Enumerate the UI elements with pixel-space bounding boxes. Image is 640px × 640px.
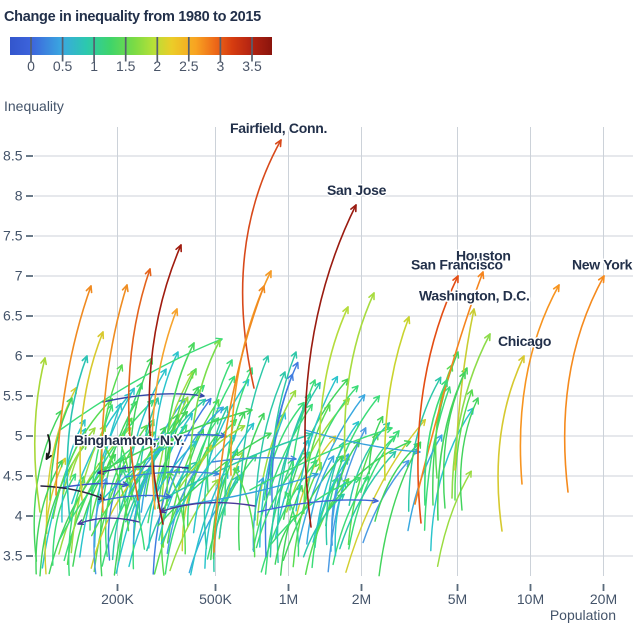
svg-text:4.5: 4.5 <box>3 468 23 484</box>
svg-text:4: 4 <box>15 508 23 524</box>
svg-text:Washington, D.C.: Washington, D.C. <box>419 288 530 304</box>
svg-text:5M: 5M <box>448 591 467 607</box>
svg-text:Inequality: Inequality <box>4 98 64 114</box>
svg-text:Fairfield, Conn.: Fairfield, Conn. <box>230 120 327 136</box>
svg-text:5: 5 <box>15 428 23 444</box>
svg-text:6: 6 <box>15 348 23 364</box>
svg-text:0: 0 <box>27 58 35 74</box>
svg-text:1M: 1M <box>279 591 298 607</box>
svg-text:Population: Population <box>550 607 616 623</box>
svg-text:3.5: 3.5 <box>242 58 262 74</box>
svg-text:Change in inequality from 1980: Change in inequality from 1980 to 2015 <box>4 9 261 25</box>
svg-text:8: 8 <box>15 188 23 204</box>
svg-text:10M: 10M <box>517 591 544 607</box>
svg-text:Binghamton, N.Y.: Binghamton, N.Y. <box>74 432 184 448</box>
svg-text:San Francisco: San Francisco <box>411 257 503 273</box>
svg-text:7.5: 7.5 <box>3 228 23 244</box>
svg-text:500K: 500K <box>199 591 232 607</box>
svg-text:San Jose: San Jose <box>327 182 387 198</box>
svg-text:3.5: 3.5 <box>3 548 23 564</box>
svg-text:2M: 2M <box>352 591 371 607</box>
svg-text:1: 1 <box>90 58 98 74</box>
svg-text:Chicago: Chicago <box>498 333 551 349</box>
svg-text:New York: New York <box>572 257 633 273</box>
svg-text:3: 3 <box>217 58 225 74</box>
svg-text:20M: 20M <box>590 591 617 607</box>
svg-text:2.5: 2.5 <box>179 58 199 74</box>
svg-text:6.5: 6.5 <box>3 308 23 324</box>
svg-text:Houston: Houston <box>456 248 511 264</box>
svg-text:200K: 200K <box>101 591 134 607</box>
svg-text:0.5: 0.5 <box>53 58 73 74</box>
svg-text:8.5: 8.5 <box>3 148 23 164</box>
svg-text:2: 2 <box>153 58 161 74</box>
svg-text:1.5: 1.5 <box>116 58 136 74</box>
svg-text:5.5: 5.5 <box>3 388 23 404</box>
svg-text:7: 7 <box>15 268 23 284</box>
